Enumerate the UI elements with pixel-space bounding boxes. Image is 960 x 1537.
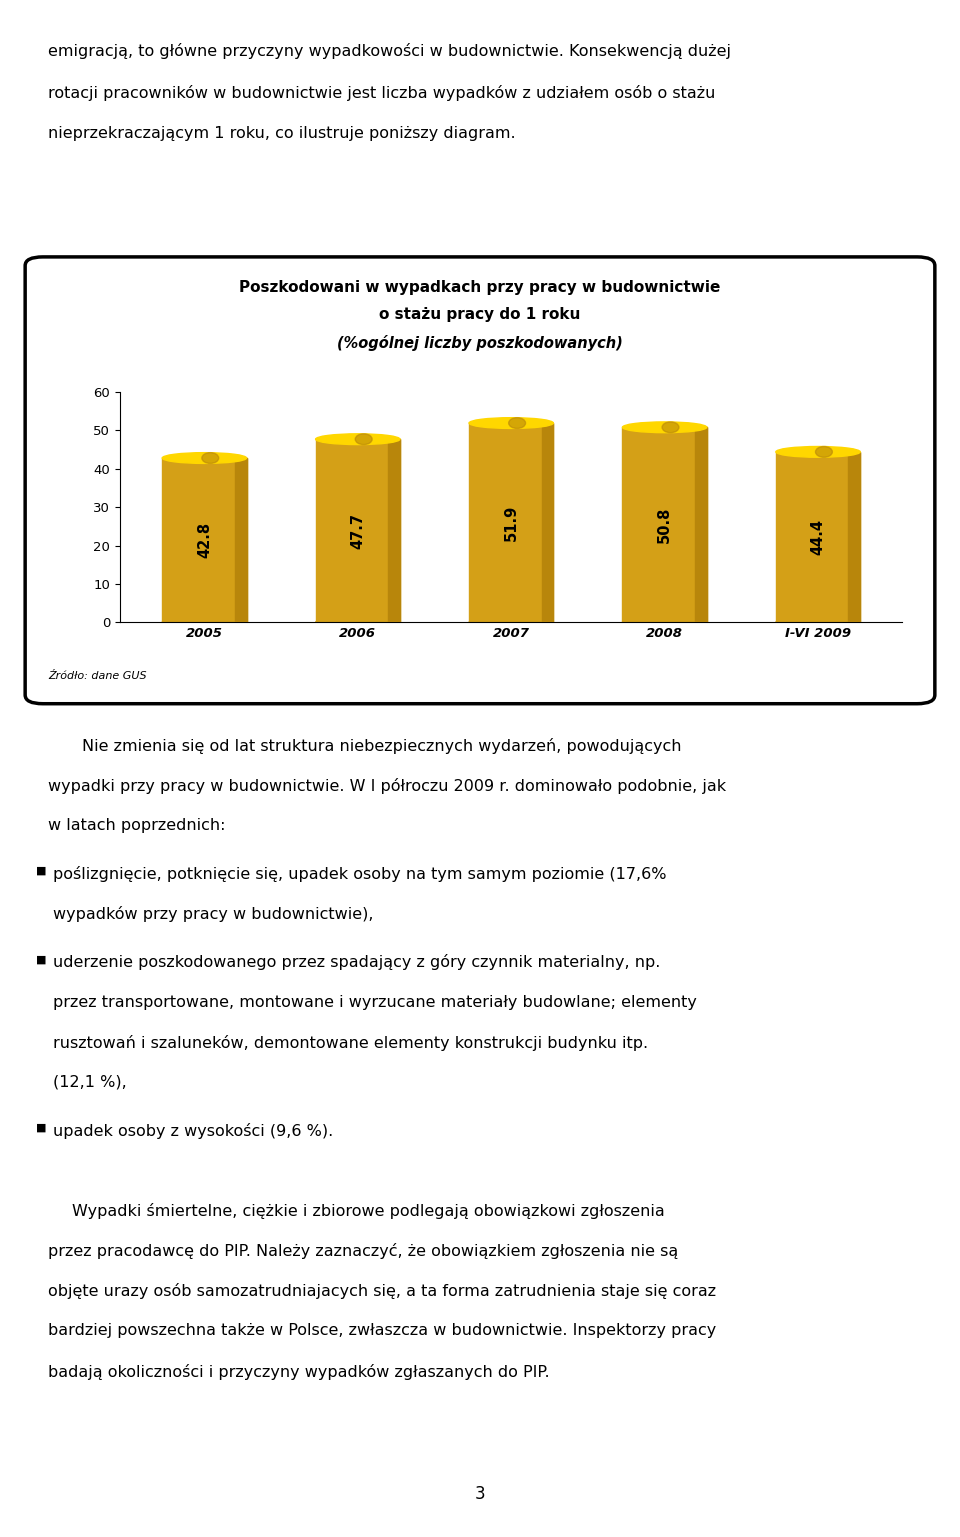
Text: o stażu pracy do 1 roku: o stażu pracy do 1 roku <box>379 307 581 323</box>
Ellipse shape <box>316 433 400 444</box>
Text: 47.7: 47.7 <box>350 513 366 549</box>
Ellipse shape <box>776 616 860 627</box>
Text: rusztowań i szaluneków, demontowane elementy konstrukcji budynku itp.: rusztowań i szaluneków, demontowane elem… <box>53 1034 648 1051</box>
Ellipse shape <box>355 433 372 444</box>
Text: 3: 3 <box>474 1485 486 1503</box>
Text: 50.8: 50.8 <box>657 507 672 543</box>
Bar <box>695 427 707 622</box>
Bar <box>541 423 553 622</box>
Text: 44.4: 44.4 <box>810 520 826 555</box>
Ellipse shape <box>509 418 525 429</box>
Ellipse shape <box>469 418 553 429</box>
Ellipse shape <box>776 446 860 456</box>
Text: uderzenie poszkodowanego przez spadający z góry czynnik materialny, np.: uderzenie poszkodowanego przez spadający… <box>53 954 660 970</box>
Text: nieprzekraczającym 1 roku, co ilustruje poniższy diagram.: nieprzekraczającym 1 roku, co ilustruje … <box>48 126 516 141</box>
Bar <box>849 452 860 622</box>
Text: 51.9: 51.9 <box>504 504 518 541</box>
Text: rotacji pracowników w budownictwie jest liczba wypadków z udziałem osób o stażu: rotacji pracowników w budownictwie jest … <box>48 85 715 100</box>
Text: (12,1 %),: (12,1 %), <box>53 1074 127 1090</box>
Ellipse shape <box>815 446 832 456</box>
Ellipse shape <box>622 421 707 433</box>
Bar <box>235 458 247 622</box>
Text: w latach poprzednich:: w latach poprzednich: <box>48 818 226 833</box>
Bar <box>469 423 553 622</box>
Bar <box>316 440 400 622</box>
Text: bardziej powszechna także w Polsce, zwłaszcza w budownictwie. Inspektorzy pracy: bardziej powszechna także w Polsce, zwła… <box>48 1323 716 1339</box>
Ellipse shape <box>622 616 707 627</box>
Text: Źródło: dane GUS: Źródło: dane GUS <box>48 670 147 681</box>
Ellipse shape <box>316 616 400 627</box>
Text: Poszkodowani w wypadkach przy pracy w budownictwie: Poszkodowani w wypadkach przy pracy w bu… <box>239 280 721 295</box>
Ellipse shape <box>202 452 219 463</box>
FancyBboxPatch shape <box>25 257 935 704</box>
Ellipse shape <box>469 616 553 627</box>
Text: przez pracodawcę do PIP. Należy zaznaczyć, że obowiązkiem zgłoszenia nie są: przez pracodawcę do PIP. Należy zaznaczy… <box>48 1243 679 1259</box>
Text: poślizgnięcie, potknięcie się, upadek osoby na tym samym poziomie (17,6%: poślizgnięcie, potknięcie się, upadek os… <box>53 867 666 882</box>
Ellipse shape <box>162 452 247 463</box>
Text: wypadków przy pracy w budownictwie),: wypadków przy pracy w budownictwie), <box>53 907 373 922</box>
Text: ■: ■ <box>36 954 47 964</box>
Text: emigracją, to główne przyczyny wypadkowości w budownictwie. Konsekwencją dużej: emigracją, to główne przyczyny wypadkowo… <box>48 43 731 58</box>
Text: 42.8: 42.8 <box>197 523 212 558</box>
Bar <box>622 427 707 622</box>
Bar <box>162 458 247 622</box>
Bar <box>776 452 860 622</box>
Text: ■: ■ <box>36 1124 47 1133</box>
Text: badają okoliczności i przyczyny wypadków zgłaszanych do PIP.: badają okoliczności i przyczyny wypadków… <box>48 1363 550 1380</box>
Text: przez transportowane, montowane i wyrzucane materiały budowlane; elementy: przez transportowane, montowane i wyrzuc… <box>53 994 697 1010</box>
Text: upadek osoby z wysokości (9,6 %).: upadek osoby z wysokości (9,6 %). <box>53 1124 333 1139</box>
Text: (%ogólnej liczby poszkodowanych): (%ogólnej liczby poszkodowanych) <box>337 335 623 350</box>
Text: Nie zmienia się od lat struktura niebezpiecznych wydarzeń, powodujących: Nie zmienia się od lat struktura niebezp… <box>82 738 681 753</box>
Text: objęte urazy osób samozatrudniajacych się, a ta forma zatrudnienia staje się cor: objęte urazy osób samozatrudniajacych si… <box>48 1283 716 1299</box>
Text: wypadki przy pracy w budownictwie. W I półroczu 2009 r. dominowało podobnie, jak: wypadki przy pracy w budownictwie. W I p… <box>48 778 726 795</box>
Bar <box>388 440 400 622</box>
Ellipse shape <box>662 421 679 433</box>
Text: Wypadki śmiertelne, ciężkie i zbiorowe podlegają obowiązkowi zgłoszenia: Wypadki śmiertelne, ciężkie i zbiorowe p… <box>72 1203 664 1219</box>
Text: ■: ■ <box>36 867 47 876</box>
Ellipse shape <box>162 616 247 627</box>
